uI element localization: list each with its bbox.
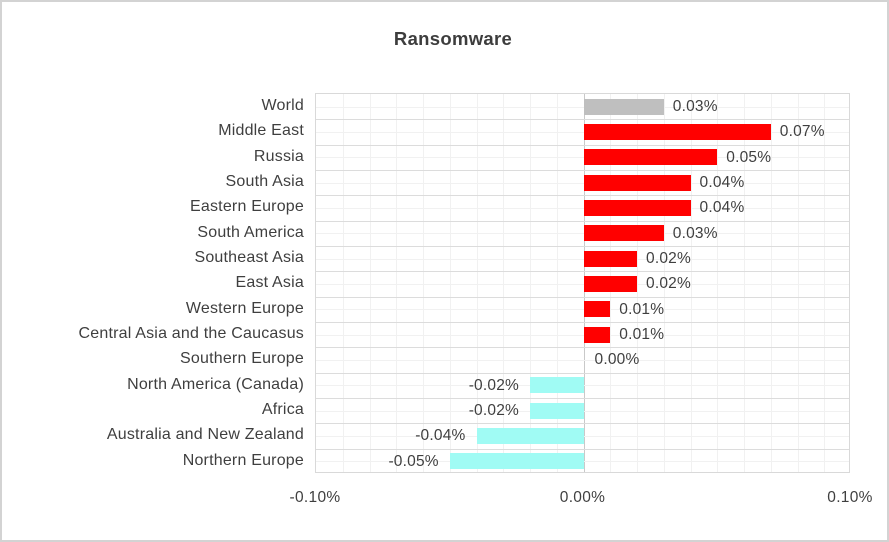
value-label-western-europe: 0.01% [619, 300, 665, 318]
bar-south-america [583, 225, 664, 242]
category-label-australia-and-new-zealand: Australia and New Zealand [106, 426, 304, 444]
bar-middle-east [583, 124, 771, 140]
plot-area: 0.03% 0.07% 0.05% 0.04% 0.04% 0.03% 0.02% 0.02%… [315, 93, 850, 473]
value-label-south-asia: 0.04% [699, 174, 745, 191]
value-label-australia-and-new-zealand: -0.04% [415, 427, 466, 445]
gridline-vertical [824, 94, 826, 472]
value-label-russia: 0.05% [726, 148, 772, 166]
category-label-russia: Russia [253, 147, 304, 165]
category-label-central-asia-and-the-caucasus: Central Asia and the Caucasus [78, 325, 304, 342]
gridline-vertical [744, 94, 745, 472]
value-label-africa: -0.02% [468, 402, 519, 419]
value-label-central-asia-and-the-caucasus: 0.01% [619, 326, 665, 343]
gridline-horizontal-major [316, 170, 849, 171]
x-tick-label-0-10: 0.10% [827, 489, 873, 506]
category-label-eastern-europe: Eastern Europe [190, 198, 304, 216]
x-tick-label-0-00: 0.00% [559, 489, 606, 506]
gridline-horizontal-minor [316, 132, 849, 133]
bar-russia [583, 149, 718, 166]
category-label-southeast-asia: Southeast Asia [194, 249, 304, 266]
gridline-horizontal-major [316, 119, 849, 121]
gridline-horizontal-minor [316, 182, 849, 184]
category-label-middle-east: Middle East [218, 122, 304, 140]
bar-eastern-europe [583, 200, 691, 216]
gridline-vertical [663, 94, 665, 472]
category-label-southern-europe: Southern Europe [180, 350, 304, 368]
gridline-horizontal-minor [316, 360, 849, 361]
bar-western-europe [583, 301, 611, 318]
gridline-horizontal-minor [316, 157, 849, 159]
gridline-horizontal-minor [316, 233, 849, 235]
bar-east-asia [583, 276, 637, 292]
gridline-horizontal-minor [316, 208, 849, 209]
gridline-vertical [423, 94, 424, 472]
value-label-eastern-europe: 0.04% [699, 199, 745, 217]
bar-world [583, 98, 664, 115]
bar-northern-europe [449, 453, 584, 470]
gridline-horizontal-major [316, 246, 849, 247]
gridline-vertical [503, 94, 505, 472]
gridline-horizontal-major [316, 423, 849, 425]
gridline-vertical [530, 94, 531, 472]
value-label-south-america: 0.03% [672, 224, 718, 242]
x-tick-label-0-10: -0.10% [289, 489, 341, 506]
bar-africa [530, 402, 584, 419]
bar-south-asia [583, 174, 691, 191]
value-label-southeast-asia: 0.02% [646, 250, 691, 267]
category-label-south-america: South America [197, 223, 304, 241]
category-label-western-europe: Western Europe [185, 299, 304, 317]
gridline-horizontal-minor [316, 258, 849, 260]
value-label-southern-europe: 0.00% [594, 351, 640, 369]
gridline-horizontal-major [316, 195, 849, 197]
category-label-world: World [261, 97, 304, 114]
gridline-horizontal-major [316, 220, 849, 222]
category-label-south-asia: South Asia [225, 173, 304, 190]
gridline-horizontal-major [316, 398, 849, 399]
gridline-horizontal-major [316, 347, 849, 349]
value-label-northern-europe: -0.05% [388, 452, 439, 470]
category-label-east-asia: East Asia [235, 274, 304, 292]
gridline-horizontal-major [316, 144, 849, 146]
bar-central-asia-and-the-caucasus [583, 326, 611, 343]
category-label-africa: Africa [261, 401, 304, 418]
gridline-vertical [369, 94, 371, 472]
gridline-horizontal-major [316, 271, 849, 273]
gridline-vertical [690, 94, 692, 472]
category-label-northern-europe: Northern Europe [182, 451, 304, 469]
value-label-east-asia: 0.02% [646, 275, 691, 293]
gridline-vertical [449, 94, 451, 472]
gridline-horizontal-major [316, 448, 849, 450]
gridline-horizontal-minor [316, 106, 849, 108]
value-label-north-america-canada: -0.02% [468, 376, 519, 394]
gridline-vertical [797, 94, 799, 472]
gridline-horizontal-major [316, 322, 849, 323]
gridline-vertical [396, 94, 398, 472]
gridline-vertical [637, 94, 638, 472]
value-label-middle-east: 0.07% [779, 123, 825, 141]
gridline-horizontal-major [316, 296, 849, 298]
bar-southeast-asia [583, 250, 637, 267]
gridline-horizontal-minor [316, 334, 849, 336]
gridline-vertical [476, 94, 478, 472]
gridline-horizontal-major [316, 372, 849, 374]
gridline-horizontal-minor [316, 284, 849, 285]
gridline-vertical [770, 94, 772, 472]
gridline-vertical [717, 94, 719, 472]
bar-north-america-canada [530, 377, 584, 394]
category-label-north-america-canada: North America (Canada) [127, 375, 304, 393]
gridline-vertical [556, 94, 558, 472]
gridline-horizontal-minor [316, 309, 849, 311]
chart-title: Ransomware [393, 28, 513, 49]
gridline-vertical [342, 94, 344, 472]
bar-australia-and-new-zealand [476, 428, 584, 444]
value-label-world: 0.03% [672, 98, 718, 115]
